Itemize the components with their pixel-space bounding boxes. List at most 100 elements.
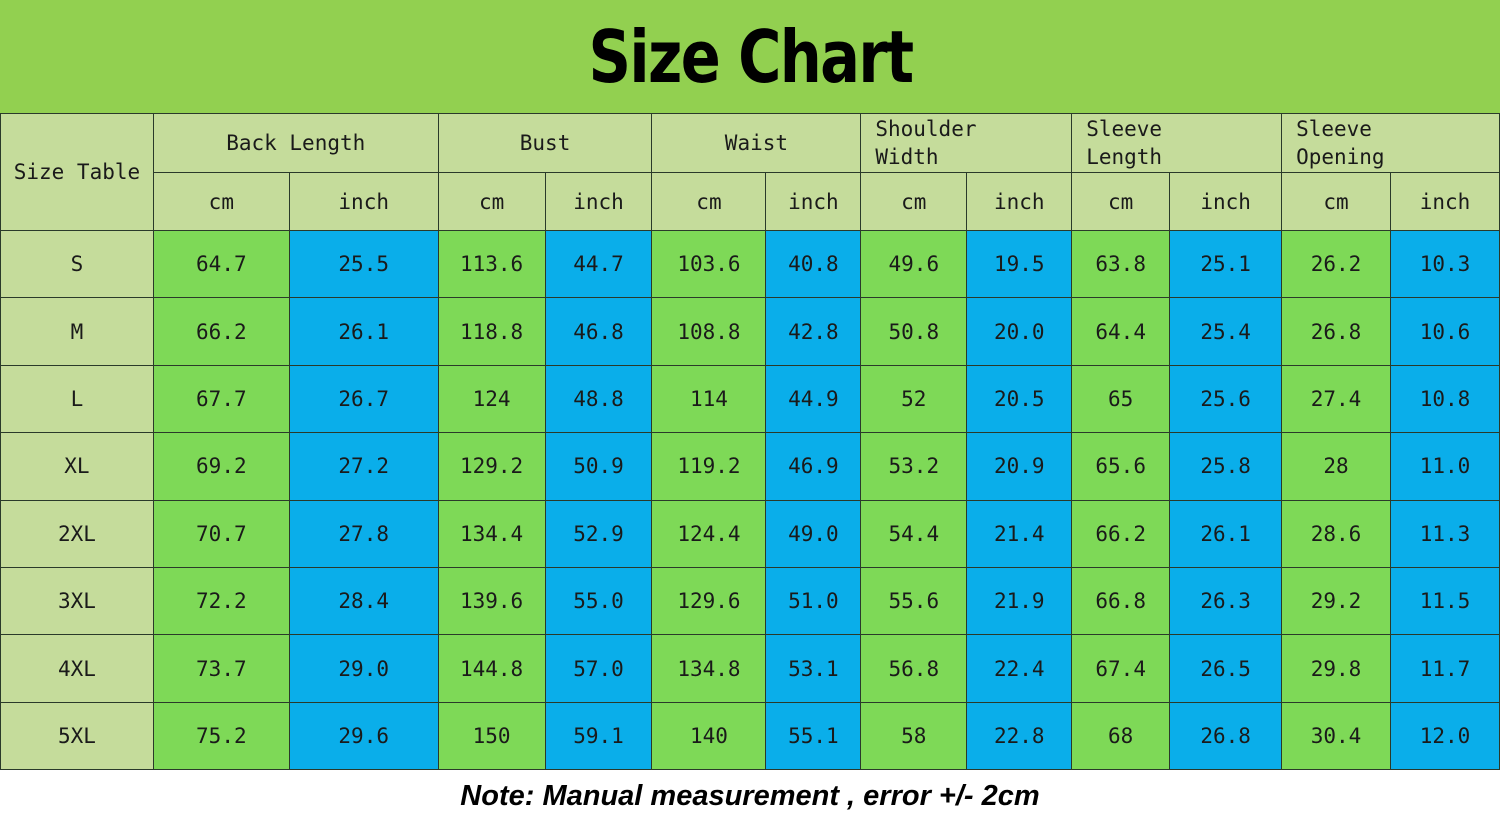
unit-header-row: cm inch cm inch cm inch cm inch cm inch cm inch <box>1 172 1500 231</box>
value-cell-cm: 113.6 <box>437 229 546 299</box>
value-cell-inch: 52.9 <box>544 499 653 568</box>
value-cell-inch: 55.0 <box>544 566 653 636</box>
value-cell-cm: 139.6 <box>437 566 546 636</box>
value-cell-inch: 25.8 <box>1169 432 1283 501</box>
value-cell-cm: 118.8 <box>437 297 546 366</box>
value-cell-inch: 10.3 <box>1390 229 1500 299</box>
table-row: 4XL 73.7 29.0 144.8 57.0 134.8 53.1 56.8 22.4 67.… <box>0 634 1500 703</box>
value-cell-cm: 67.7 <box>152 364 290 434</box>
value-cell-cm: 27.4 <box>1281 364 1391 434</box>
unit-header-bust-cm: cm <box>437 172 546 231</box>
value-cell-cm: 28.6 <box>1281 499 1391 568</box>
value-cell-inch: 44.7 <box>544 229 653 299</box>
value-cell-cm: 55.6 <box>860 566 968 636</box>
value-cell-cm: 73.7 <box>152 634 290 703</box>
value-cell-inch: 50.9 <box>544 432 653 501</box>
value-cell-cm: 53.2 <box>860 432 968 501</box>
unit-header-sleeve-opening-cm: cm <box>1281 172 1391 231</box>
value-cell-cm: 52 <box>860 364 968 434</box>
value-cell-cm: 124.4 <box>651 499 767 568</box>
value-cell-inch: 57.0 <box>544 634 653 703</box>
value-cell-cm: 108.8 <box>651 297 767 366</box>
value-cell-inch: 55.1 <box>765 701 862 771</box>
value-cell-inch: 26.1 <box>1169 499 1283 568</box>
value-cell-inch: 28.4 <box>288 566 439 636</box>
value-cell-inch: 20.5 <box>966 364 1073 434</box>
value-cell-inch: 25.6 <box>1169 364 1283 434</box>
value-cell-inch: 40.8 <box>765 229 862 299</box>
value-cell-inch: 11.5 <box>1390 566 1500 636</box>
value-cell-inch: 20.0 <box>966 297 1073 366</box>
value-cell-cm: 65 <box>1071 364 1171 434</box>
value-cell-inch: 25.1 <box>1169 229 1283 299</box>
table-row: M 66.2 26.1 118.8 46.8 108.8 42.8 50.8 20.0 64.4 2… <box>0 297 1500 366</box>
column-header-sleeve-opening: Sleeve Opening <box>1281 113 1500 173</box>
value-cell-cm: 67.4 <box>1071 634 1171 703</box>
value-cell-inch: 26.5 <box>1169 634 1283 703</box>
size-label: 4XL <box>0 634 154 703</box>
value-cell-cm: 29.8 <box>1281 634 1391 703</box>
value-cell-inch: 19.5 <box>966 229 1073 299</box>
unit-header-sleeve-length-cm: cm <box>1071 172 1171 231</box>
row-header-label: Size Table <box>0 113 154 231</box>
size-label: 5XL <box>0 701 154 771</box>
value-cell-inch: 20.9 <box>966 432 1073 501</box>
value-cell-inch: 49.0 <box>765 499 862 568</box>
value-cell-cm: 64.7 <box>152 229 290 299</box>
value-cell-inch: 29.0 <box>288 634 439 703</box>
unit-header-waist-inch: inch <box>765 172 862 231</box>
value-cell-cm: 129.2 <box>437 432 546 501</box>
value-cell-inch: 26.1 <box>288 297 439 366</box>
value-cell-inch: 21.4 <box>966 499 1073 568</box>
table-row: L 67.7 26.7 124 48.8 114 44.9 52 20.5 65 25.6 27.4 1… <box>0 364 1500 434</box>
table-row: 3XL 72.2 28.4 139.6 55.0 129.6 51.0 55.6 21.9 66.… <box>0 566 1500 636</box>
table-row: 2XL 70.7 27.8 134.4 52.9 124.4 49.0 54.4 21.4 66.… <box>0 499 1500 568</box>
value-cell-cm: 129.6 <box>651 566 767 636</box>
value-cell-cm: 28 <box>1281 432 1391 501</box>
value-cell-cm: 68 <box>1071 701 1171 771</box>
value-cell-cm: 49.6 <box>860 229 968 299</box>
value-cell-cm: 144.8 <box>437 634 546 703</box>
value-cell-cm: 140 <box>651 701 767 771</box>
value-cell-cm: 103.6 <box>651 229 767 299</box>
column-header-waist: Waist <box>651 113 862 173</box>
unit-header-back-length-cm: cm <box>152 172 290 231</box>
value-cell-inch: 11.0 <box>1390 432 1500 501</box>
value-cell-cm: 54.4 <box>860 499 968 568</box>
value-cell-inch: 21.9 <box>966 566 1073 636</box>
value-cell-inch: 12.0 <box>1390 701 1500 771</box>
unit-header-waist-cm: cm <box>651 172 767 231</box>
value-cell-cm: 64.4 <box>1071 297 1171 366</box>
value-cell-inch: 29.6 <box>288 701 439 771</box>
value-cell-cm: 150 <box>437 701 546 771</box>
value-cell-cm: 134.8 <box>651 634 767 703</box>
column-header-shoulder-width: Shoulder Width <box>860 113 1073 173</box>
value-cell-cm: 26.2 <box>1281 229 1391 299</box>
value-cell-cm: 70.7 <box>152 499 290 568</box>
value-cell-inch: 27.8 <box>288 499 439 568</box>
column-header-bust: Bust <box>437 113 653 173</box>
unit-header-sleeve-opening-inch: inch <box>1390 172 1500 231</box>
table-row: S 64.7 25.5 113.6 44.7 103.6 40.8 49.6 19.5 63.8 2… <box>0 229 1500 299</box>
value-cell-inch: 25.5 <box>288 229 439 299</box>
measurement-note: Note: Manual measurement , error +/- 2cm <box>460 780 1040 812</box>
title-banner: Size Chart <box>0 0 1500 113</box>
unit-header-shoulder-width-inch: inch <box>966 172 1073 231</box>
value-cell-inch: 27.2 <box>288 432 439 501</box>
size-label: 3XL <box>0 566 154 636</box>
value-cell-inch: 44.9 <box>765 364 862 434</box>
size-table: Size Table Back Length Bust Waist Shoulder … <box>0 113 1500 771</box>
value-cell-cm: 66.2 <box>152 297 290 366</box>
value-cell-cm: 58 <box>860 701 968 771</box>
value-cell-inch: 26.7 <box>288 364 439 434</box>
table-body: S 64.7 25.5 113.6 44.7 103.6 40.8 49.6 19.5 63.8 2… <box>0 229 1500 771</box>
column-header-back-length: Back Length <box>152 113 439 173</box>
table-row: XL 69.2 27.2 129.2 50.9 119.2 46.9 53.2 20.9 65.6… <box>0 432 1500 501</box>
value-cell-inch: 46.9 <box>765 432 862 501</box>
value-cell-inch: 22.4 <box>966 634 1073 703</box>
size-label: M <box>0 297 154 366</box>
value-cell-cm: 30.4 <box>1281 701 1391 771</box>
size-label: S <box>0 229 154 299</box>
value-cell-cm: 50.8 <box>860 297 968 366</box>
size-label: XL <box>0 432 154 501</box>
